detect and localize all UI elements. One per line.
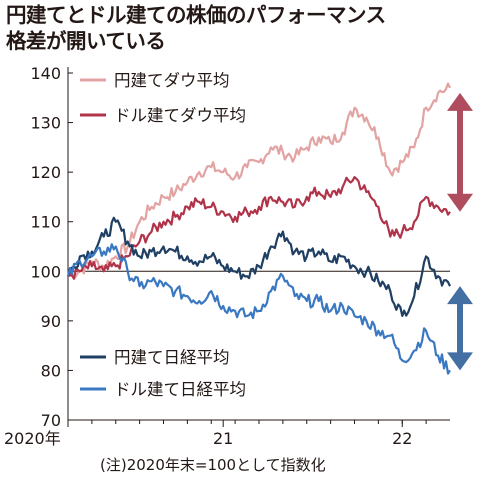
x-tick-label: 2020年 (4, 429, 61, 448)
axis-layer: 70 80 90 100 110 120 130 140 2020年 21 22 (4, 64, 450, 448)
y-tick-label: 100 (30, 262, 61, 281)
y-tick-label: 80 (41, 361, 61, 380)
series-layer (66, 82, 452, 375)
gap-arrows (447, 92, 473, 371)
title-line-1: 円建てとドル建ての株価のパフォーマンス (6, 3, 386, 27)
x-tick-label: 21 (213, 429, 233, 448)
legend-label-4: ドル建て日経平均 (114, 380, 246, 399)
y-tick-label: 70 (41, 411, 61, 430)
y-tick-label: 90 (41, 312, 61, 331)
legend-label-3: 円建て日経平均 (114, 348, 230, 367)
series-line-4 (66, 243, 451, 375)
dow-gap-arrow (447, 92, 473, 212)
footnote: (注)2020年末=100として指数化 (100, 456, 326, 474)
series-line-1 (67, 82, 452, 280)
x-tick-label: 22 (392, 429, 412, 448)
series-line-3 (66, 216, 451, 317)
nikkei-gap-arrow (447, 286, 473, 371)
chart-title: 円建てとドル建ての株価のパフォーマンス 格差が開いている (6, 2, 476, 54)
y-tick-label: 110 (30, 213, 61, 232)
y-tick-label: 130 (30, 114, 61, 133)
y-tick-label: 140 (30, 64, 61, 83)
legend-label-1: 円建てダウ平均 (114, 71, 230, 90)
legend-label-2: ドル建てダウ平均 (114, 106, 246, 125)
y-tick-label: 120 (30, 163, 61, 182)
title-line-2: 格差が開いている (6, 29, 166, 53)
